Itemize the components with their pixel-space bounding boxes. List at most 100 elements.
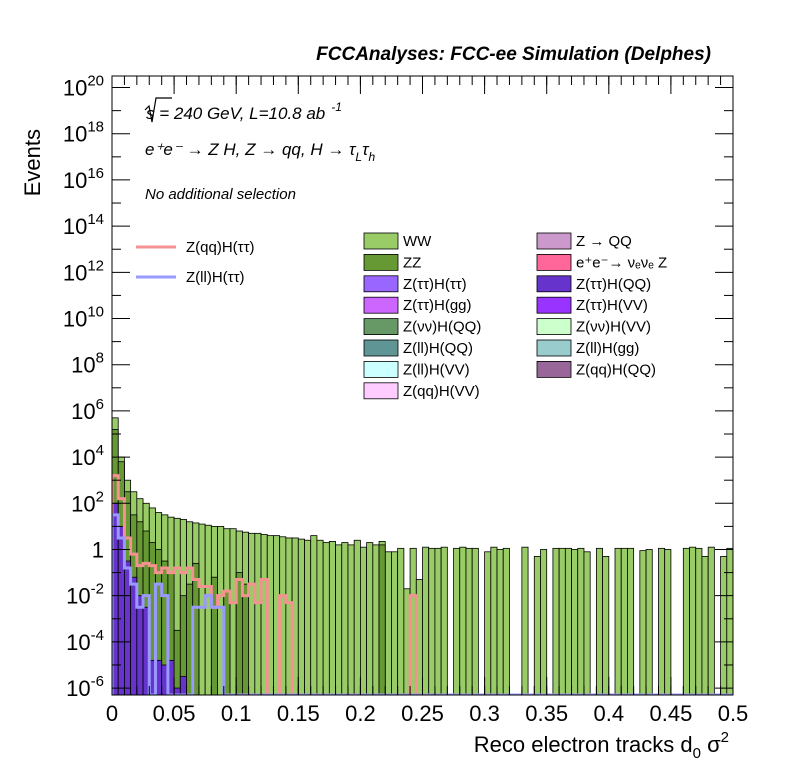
ww-bar: [397, 547, 405, 695]
ww-bar: [695, 547, 703, 695]
bkg-legend-swatch: [363, 339, 399, 357]
ww-bar: [521, 546, 529, 695]
y-tick-label: 106: [71, 396, 104, 424]
ww-bar: [372, 544, 380, 695]
ww-bar: [316, 539, 324, 695]
y-tick-label: 1016: [63, 165, 104, 193]
ww-bar: [558, 547, 566, 695]
ww-bar: [726, 547, 733, 695]
ww-bar: [595, 547, 603, 695]
bkg-legend-label: Z(νν)H(VV): [576, 319, 651, 336]
ww-bar: [533, 556, 541, 695]
y-tick-label: 1010: [63, 304, 104, 332]
svg-text:s = 240 GeV, L=10.8 ab-1: s = 240 GeV, L=10.8 ab -1: [146, 100, 342, 123]
bkg-legend-label: Z(ττ)H(VV): [576, 297, 648, 314]
process-annotation: e⁺e⁻ → Z H, Z → qq, H → τLτh: [145, 140, 375, 164]
ww-bar: [465, 547, 473, 695]
bkg-legend-label: Z → QQ: [576, 233, 632, 250]
bkg-legend-swatch: [363, 253, 399, 271]
ww-bar: [689, 546, 697, 695]
ww-bar: [645, 549, 653, 695]
y-axis-label: Events: [20, 129, 45, 196]
ww-bar: [359, 546, 368, 695]
y-tick-label: 1020: [63, 73, 104, 101]
ww-bar: [707, 546, 715, 695]
ww-bar: [335, 544, 343, 695]
x-tick-label: 0.4: [594, 701, 625, 726]
ww-bar: [322, 542, 330, 695]
y-tick-label: 10-4: [66, 627, 104, 655]
process-sub1: L: [355, 150, 362, 164]
bkg-legend-swatch: [536, 339, 572, 357]
zz-bar: [173, 629, 181, 695]
bkg-legend-label: Z(qq)H(QQ): [576, 361, 656, 378]
ww-bar: [564, 547, 572, 695]
bkg-legend-swatch: [536, 275, 572, 293]
ww-bar: [310, 535, 318, 695]
y-tick-label: 1: [92, 537, 104, 562]
ww-bar: [391, 551, 399, 695]
x-tick-label: 0.35: [525, 701, 568, 726]
bkg-legend-label: Z(qq)H(VV): [403, 383, 480, 400]
ww-bar: [502, 547, 510, 695]
ww-bar: [484, 551, 492, 695]
ww-bar: [552, 547, 560, 695]
ww-bar: [453, 547, 461, 695]
x-tick-label: 0.1: [221, 701, 252, 726]
y-axis: 10-6 10-4 10-2 1 102 104 106 108 1010 1012 1014 101…: [63, 73, 733, 701]
lumi-exp: -1: [331, 100, 342, 114]
x-axis-label: Reco electron tracks d0 σ2: [474, 729, 729, 762]
y-tick-label: 10-2: [66, 581, 104, 609]
ww-bar: [353, 539, 361, 695]
bkg-legend-label: e⁺e⁻→ νₑνₑ Z: [576, 254, 667, 271]
signal-legend-label: Z(ll)H(ττ): [186, 269, 245, 286]
background-legend: WW ZZ Z(ττ)H(ττ) Z(ττ)H(gg) Z(νν)H(QQ) Z(ll)H…: [363, 232, 667, 400]
bkg-legend-label: Z(ττ)H(ττ): [403, 276, 467, 293]
signal-lines: [112, 474, 733, 695]
ww-bar: [602, 556, 610, 695]
y-tick-label: 1014: [63, 211, 104, 239]
energy-annotation: s = 240 GeV, L=10.8 ab -1: [144, 97, 342, 123]
chart-title: FCCAnalyses: FCC-ee Simulation (Delphes): [316, 44, 711, 65]
ww-bar: [248, 532, 256, 695]
bkg-legend-swatch: [536, 296, 572, 314]
ww-bar: [428, 547, 436, 695]
bkg-legend-swatch: [363, 360, 399, 378]
y-tick-label: 1018: [63, 119, 104, 147]
ww-bar: [328, 541, 336, 695]
selection-annotation: No additional selection: [145, 186, 296, 203]
bkg-legend-label: Z(ll)H(VV): [403, 361, 470, 378]
ww-bar: [720, 556, 728, 695]
signal-zqq-htautau-line: [112, 474, 733, 695]
bkg-legend-swatch: [536, 360, 572, 378]
bkg-legend-label: WW: [403, 233, 432, 250]
x-axis: 0 0.05 0.1 0.15 0.2 0.25 0.3 0.35 0.4 0.45 0.5: [106, 76, 748, 726]
bkg-legend-label: Z(ττ)H(gg): [403, 297, 472, 314]
process-text: e⁺e⁻ → Z H, Z → qq, H → τ: [145, 140, 357, 159]
process-sub2: h: [368, 150, 375, 164]
ww-bar: [440, 546, 448, 695]
x-tick-label: 0.15: [277, 701, 320, 726]
x-tick-label: 0.5: [718, 701, 749, 726]
ww-bar: [366, 542, 374, 695]
ww-bar: [347, 544, 355, 695]
bkg-legend-label: Z(ττ)H(QQ): [576, 276, 651, 293]
bkg-legend-swatch: [363, 318, 399, 336]
y-tick-label: 102: [71, 488, 104, 516]
ww-bar: [571, 549, 579, 695]
x-label-sub: 0: [693, 745, 701, 762]
ww-bar: [627, 547, 635, 695]
signal-legend-label: Z(qq)H(ττ): [186, 239, 255, 256]
y-tick-label: 10-6: [66, 673, 104, 701]
ww-bar: [304, 539, 312, 695]
ww-bar: [614, 547, 622, 695]
bkg-legend-swatch: [536, 318, 572, 336]
ww-bar: [658, 547, 666, 695]
ww-bar: [204, 524, 212, 695]
x-label-sup: 2: [721, 729, 729, 746]
x-label-tail: σ: [701, 732, 721, 757]
y-tick-label: 108: [71, 350, 104, 378]
ww-bar: [384, 551, 392, 695]
ww-bar: [639, 550, 647, 695]
